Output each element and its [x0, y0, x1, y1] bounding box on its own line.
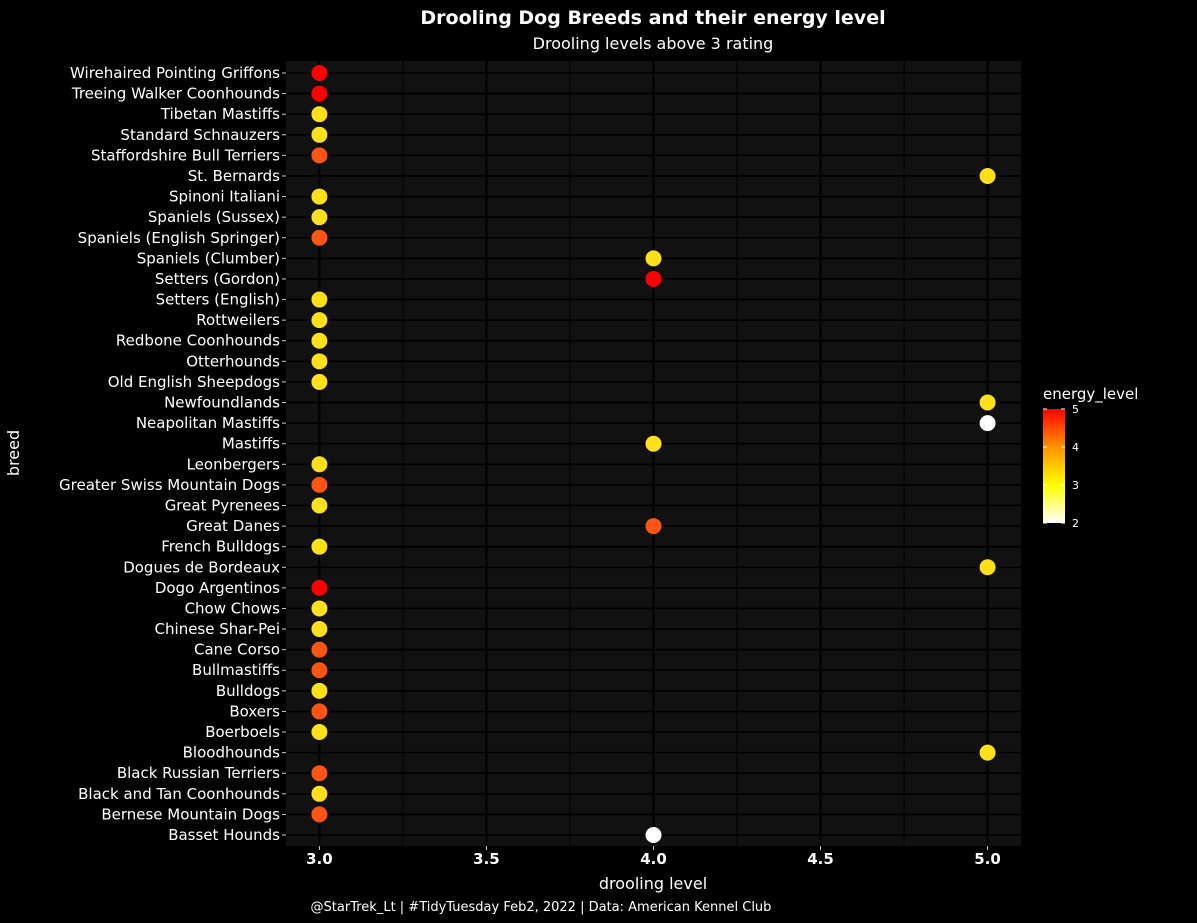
energy-legend: energy_level 5 4 3 2 [1043, 385, 1138, 530]
legend-colorbar [1043, 409, 1065, 523]
data-point [979, 559, 996, 576]
x-axis-ticks: 3.0 3.5 4.0 4.5 5.0 [306, 846, 1001, 868]
data-point [311, 353, 328, 370]
y-tick-label: Basset Hounds [168, 826, 280, 844]
data-point [979, 415, 996, 432]
x-axis-label: drooling level [599, 874, 707, 893]
data-point [311, 538, 328, 555]
legend-tick-label: 4 [1072, 441, 1079, 454]
data-point [311, 291, 328, 308]
y-tick-label: Leonbergers [187, 455, 281, 473]
data-point [311, 65, 328, 81]
y-tick-label: Standard Schnauzers [120, 126, 280, 144]
chart-caption: @StarTrek_Lt | #TidyTuesday Feb2, 2022 |… [311, 900, 772, 915]
data-point [311, 785, 328, 802]
y-tick-label: Chow Chows [185, 599, 281, 617]
y-tick-label: Greater Swiss Mountain Dogs [59, 476, 280, 494]
y-tick-label: Bulldogs [216, 682, 280, 700]
data-point [311, 806, 328, 823]
data-point [311, 476, 328, 493]
data-point [311, 682, 328, 699]
data-point [645, 518, 662, 535]
y-tick-label: Redbone Coonhounds [116, 332, 280, 350]
data-points [311, 65, 996, 843]
y-tick-label: Tibetan Mastiffs [160, 105, 280, 123]
y-tick-label: Black and Tan Coonhounds [78, 785, 280, 803]
y-tick-label: Bullmastiffs [192, 661, 280, 679]
chart-title: Drooling Dog Breeds and their energy lev… [420, 7, 885, 29]
legend-title: energy_level [1043, 385, 1138, 404]
y-tick-label: Neapolitan Mastiffs [136, 414, 280, 432]
y-tick-label: Spinoni Italiani [169, 188, 280, 206]
x-tick-label: 3.5 [473, 850, 500, 868]
y-tick-label: Spaniels (Clumber) [137, 249, 280, 267]
data-point [311, 147, 328, 164]
data-point [311, 229, 328, 246]
data-point [311, 332, 328, 349]
data-point [311, 456, 328, 473]
y-tick-label: Chinese Shar-Pei [155, 620, 280, 638]
data-point [979, 167, 996, 184]
x-tick-label: 3.0 [306, 850, 333, 868]
y-tick-label: Spaniels (English Springer) [78, 229, 280, 247]
data-point [311, 85, 328, 102]
data-point [311, 373, 328, 390]
x-tick-label: 4.0 [640, 850, 667, 868]
y-tick-label: Cane Corso [194, 641, 280, 659]
data-point [645, 250, 662, 267]
legend-tick-label: 2 [1072, 517, 1079, 530]
data-point [311, 106, 328, 123]
data-point [311, 641, 328, 658]
y-tick-label: Bloodhounds [183, 744, 281, 762]
data-point [311, 126, 328, 143]
x-tick-label: 5.0 [974, 850, 1001, 868]
data-point [311, 579, 328, 596]
y-tick-label: Setters (English) [156, 291, 280, 309]
y-tick-label: Treeing Walker Coonhounds [71, 85, 280, 103]
legend-ticks: 5 4 3 2 [1043, 403, 1079, 530]
data-point [311, 209, 328, 226]
y-tick-label: Dogues de Bordeaux [123, 558, 280, 576]
y-tick-label: Otterhounds [186, 352, 280, 370]
y-tick-label: Bernese Mountain Dogs [101, 805, 280, 823]
data-point [645, 270, 662, 287]
y-tick-label: Mastiffs [222, 435, 280, 453]
data-point [645, 435, 662, 452]
y-tick-label: St. Bernards [188, 167, 280, 185]
x-tick-label: 4.5 [807, 850, 834, 868]
y-tick-label: Staffordshire Bull Terriers [91, 146, 280, 164]
legend-tick-label: 5 [1072, 403, 1079, 416]
y-tick-label: Great Danes [186, 517, 280, 535]
y-tick-label: Dogo Argentinos [155, 579, 280, 597]
chart-subtitle: Drooling levels above 3 rating [533, 34, 774, 53]
data-point [645, 827, 662, 843]
y-tick-label: Boxers [229, 702, 280, 720]
y-axis-ticks: Wirehaired Pointing Griffons Treeing Walk… [59, 64, 286, 844]
y-tick-label: Wirehaired Pointing Griffons [70, 64, 280, 82]
y-tick-label: French Bulldogs [161, 538, 280, 556]
y-tick-label: Rottweilers [196, 311, 280, 329]
data-point [311, 724, 328, 741]
data-point [311, 188, 328, 205]
data-point [979, 744, 996, 761]
data-point [311, 662, 328, 679]
data-point [311, 621, 328, 638]
data-point [311, 312, 328, 329]
data-point [311, 600, 328, 617]
data-point [311, 765, 328, 782]
y-tick-label: Boerboels [205, 723, 280, 741]
y-tick-label: Newfoundlands [164, 394, 280, 412]
y-axis-label: breed [4, 430, 23, 476]
data-point [311, 703, 328, 720]
legend-tick-label: 3 [1072, 479, 1079, 492]
y-tick-label: Black Russian Terriers [117, 764, 280, 782]
y-tick-label: Great Pyrenees [165, 496, 280, 514]
y-tick-label: Setters (Gordon) [155, 270, 280, 288]
data-point [979, 394, 996, 411]
y-tick-label: Old English Sheepdogs [108, 373, 280, 391]
data-point [311, 497, 328, 514]
y-tick-label: Spaniels (Sussex) [148, 208, 280, 226]
